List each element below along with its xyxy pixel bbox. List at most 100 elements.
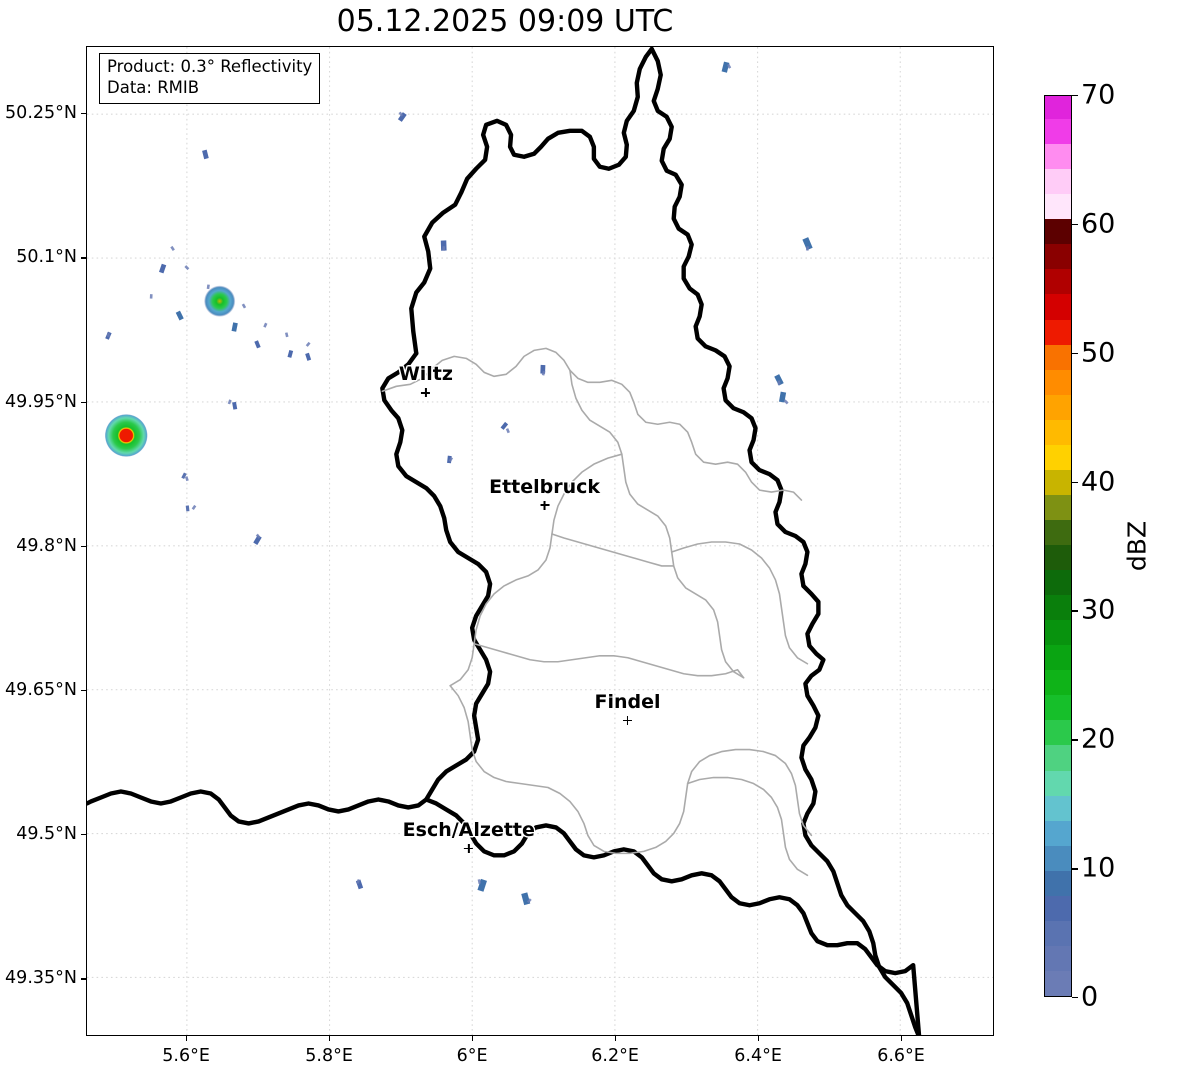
radar-clutter-speckle <box>170 245 175 251</box>
latitude-tick-label: 50.25°N <box>5 103 77 124</box>
city-marker-esch-alzette: Esch/Alzette <box>403 819 535 855</box>
map-plot-area[interactable]: Product: 0.3° Reflectivity Data: RMIB Wi… <box>86 46 994 1036</box>
radar-clutter-speckle <box>726 63 732 69</box>
longitude-tick-mark <box>186 1036 188 1041</box>
colorbar-band <box>1045 794 1071 821</box>
radar-clutter-speckle <box>541 370 546 376</box>
colorbar-tick-label: 70 <box>1081 79 1116 111</box>
colorbar-tick-mark <box>1072 610 1078 612</box>
product-info-box: Product: 0.3° Reflectivity Data: RMIB <box>99 53 321 104</box>
radar-echo <box>287 349 294 358</box>
colorbar-tick-mark <box>1072 352 1078 355</box>
colorbar-band <box>1045 96 1071 120</box>
colorbar-tick-label: 40 <box>1081 466 1116 498</box>
colorbar-band <box>1045 569 1071 596</box>
radar-clutter-speckle <box>184 476 189 482</box>
radar-echo <box>231 322 238 332</box>
colorbar-band <box>1045 494 1071 520</box>
colorbar-band <box>1045 519 1071 545</box>
page-title: 05.12.2025 09:09 UTC <box>336 4 674 39</box>
radar-clutter-speckle <box>191 504 197 510</box>
radar-clutter-speckle <box>149 294 153 299</box>
plus-marker-icon <box>419 386 432 399</box>
radar-echo-layer <box>104 61 813 906</box>
longitude-tick-label: 6.6°E <box>877 1046 925 1066</box>
colorbar-band <box>1045 193 1071 220</box>
radar-clutter-speckle <box>241 303 247 309</box>
radar-echo <box>440 240 447 251</box>
radar-echo <box>778 391 787 403</box>
latitude-tick-mark <box>81 401 86 403</box>
radar-clutter-speckle <box>227 399 232 405</box>
radar-echo <box>158 263 167 274</box>
colorbar-tick-mark <box>1072 739 1078 741</box>
radar-clutter-speckle <box>107 332 110 338</box>
radar-echo <box>521 892 531 906</box>
radar-clutter-speckle <box>184 265 190 271</box>
radar-echo <box>254 340 261 349</box>
longitude-tick-label: 5.8°E <box>305 1046 353 1066</box>
colorbar-tick-mark <box>1072 95 1078 97</box>
radar-echo <box>500 421 509 430</box>
city-label: Findel <box>594 691 661 713</box>
radar-clutter-speckle <box>263 322 268 328</box>
city-label: Wiltz <box>398 363 453 386</box>
colorbar-band <box>1045 970 1071 996</box>
longitude-tick-label: 6°E <box>456 1046 488 1066</box>
colorbar-band <box>1045 694 1071 721</box>
data-source-line: Data: RMIB <box>107 77 200 97</box>
latitude-tick-mark <box>81 834 86 836</box>
colorbar-band <box>1045 945 1071 971</box>
city-marker-findel: Findel <box>594 691 661 727</box>
radar-echo <box>305 352 312 361</box>
colorbar-band <box>1045 619 1071 646</box>
radar-echo <box>397 112 407 122</box>
colorbar-band <box>1045 845 1071 871</box>
colorbar-band <box>1045 469 1071 495</box>
colorbar[interactable] <box>1044 95 1072 997</box>
longitude-tick-mark <box>329 1036 331 1041</box>
colorbar-tick-mark <box>1072 223 1078 226</box>
radar-clutter-speckle <box>206 284 210 290</box>
colorbar-band <box>1045 143 1071 170</box>
radar-echo <box>175 310 184 321</box>
colorbar-tick-label: 20 <box>1081 723 1116 755</box>
colorbar-band <box>1045 243 1071 270</box>
radar-clutter-speckle <box>398 111 404 117</box>
radar-clutter-speckle <box>448 456 454 463</box>
longitude-tick-mark <box>472 1036 474 1041</box>
colorbar-tick-label: 60 <box>1081 208 1116 240</box>
colorbar-tick-label: 50 <box>1081 337 1116 369</box>
city-marker-wiltz: Wiltz <box>399 363 453 399</box>
latitude-tick-mark <box>81 257 86 259</box>
latitude-tick-label: 49.35°N <box>5 968 77 989</box>
colorbar-band <box>1045 769 1071 796</box>
colorbar-tick-mark <box>1072 868 1078 870</box>
radar-echo <box>802 237 813 251</box>
radar-clutter-speckle <box>777 380 781 386</box>
plus-marker-icon <box>538 499 551 512</box>
colorbar-band <box>1045 920 1071 946</box>
longitude-tick-label: 5.6°E <box>162 1046 210 1066</box>
colorbar-tick-label: 0 <box>1081 981 1099 1013</box>
colorbar-tick-mark <box>1072 481 1078 483</box>
colorbar-band <box>1045 369 1071 395</box>
radar-echo <box>232 401 238 410</box>
colorbar-band <box>1045 719 1071 746</box>
radar-clutter-speckle <box>526 898 532 904</box>
latitude-tick-label: 49.5°N <box>16 824 77 845</box>
colorbar-band <box>1045 744 1071 771</box>
colorbar-band <box>1045 669 1071 696</box>
latitude-tick-label: 50.1°N <box>16 247 77 268</box>
city-marker-ettelbruck: Ettelbruck <box>489 476 600 512</box>
plus-marker-icon <box>621 714 634 727</box>
longitude-tick-mark <box>758 1036 760 1041</box>
city-label: Esch/Alzette <box>402 818 535 841</box>
radar-echo <box>202 149 209 160</box>
latitude-tick-label: 49.8°N <box>16 535 77 556</box>
radar-clutter-speckle <box>305 341 311 347</box>
colorbar-band <box>1045 870 1071 896</box>
colorbar-band <box>1045 168 1071 195</box>
colorbar-band <box>1045 544 1071 571</box>
